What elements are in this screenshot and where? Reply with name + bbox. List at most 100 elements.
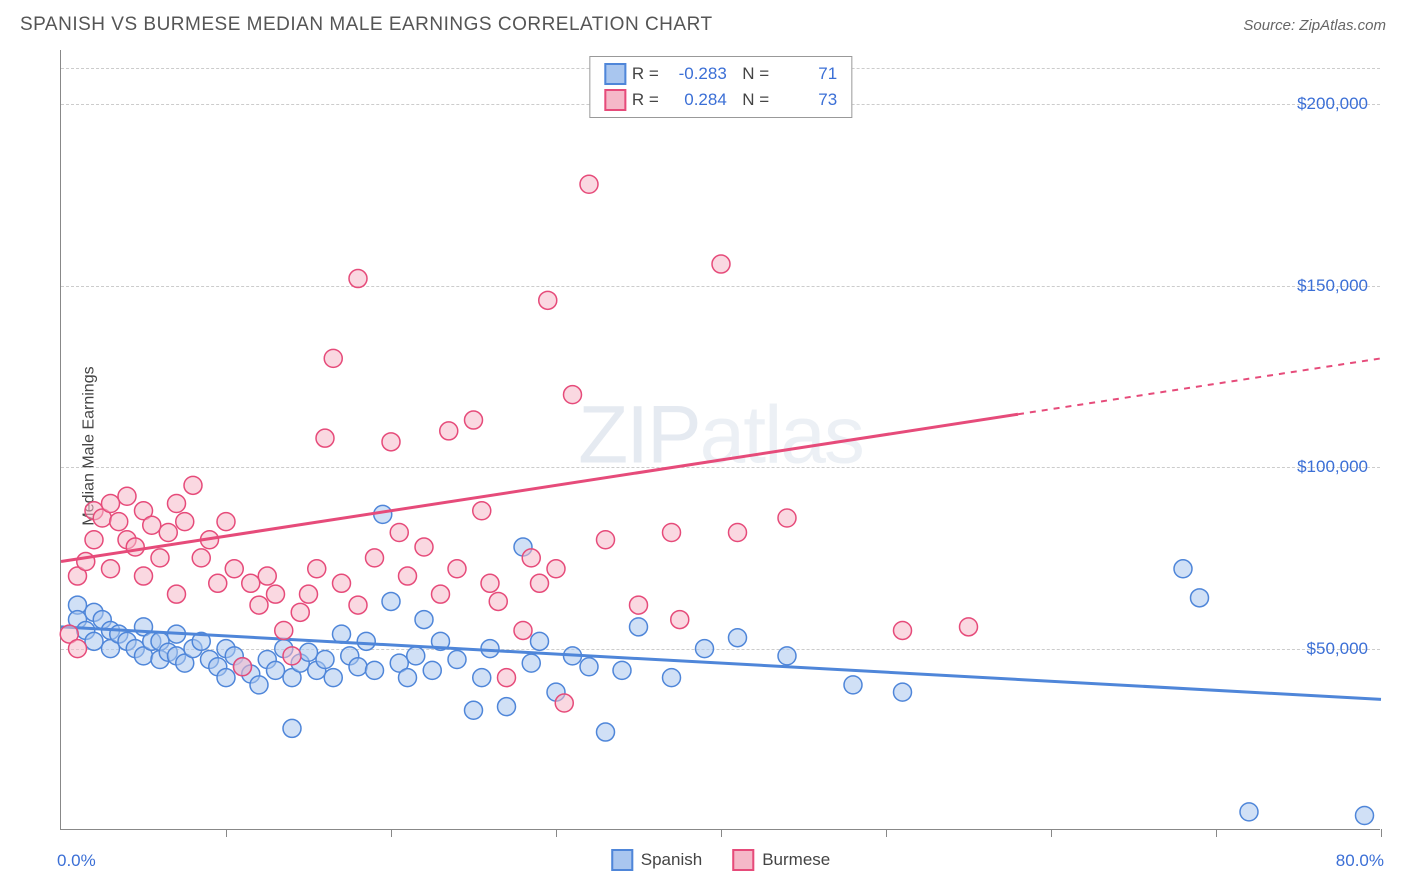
x-tick [1381, 829, 1382, 837]
x-tick [886, 829, 887, 837]
data-point [778, 509, 796, 527]
data-point [613, 661, 631, 679]
data-point [283, 719, 301, 737]
data-point [423, 661, 441, 679]
chart-header: SPANISH VS BURMESE MEDIAN MALE EARNINGS … [0, 0, 1406, 44]
data-point [522, 654, 540, 672]
data-point [118, 487, 136, 505]
data-point [440, 422, 458, 440]
data-point [844, 676, 862, 694]
data-point [283, 647, 301, 665]
data-point [184, 476, 202, 494]
data-point [85, 632, 103, 650]
chart-title: SPANISH VS BURMESE MEDIAN MALE EARNINGS … [20, 14, 713, 36]
legend-label-spanish: Spanish [641, 850, 702, 870]
data-point [349, 658, 367, 676]
data-point [242, 574, 260, 592]
source-name: ZipAtlas.com [1299, 17, 1386, 34]
data-point [316, 429, 334, 447]
data-point [168, 585, 186, 603]
data-point [729, 629, 747, 647]
scatter-chart [61, 50, 1380, 829]
legend-item-spanish: Spanish [611, 849, 702, 871]
data-point [382, 433, 400, 451]
n-value-burmese: 73 [775, 90, 837, 110]
data-point [267, 585, 285, 603]
swatch-spanish [611, 849, 633, 871]
data-point [225, 560, 243, 578]
data-point [778, 647, 796, 665]
data-point [366, 549, 384, 567]
r-label: R = [632, 64, 659, 84]
data-point [399, 567, 417, 585]
x-axis-max-label: 80.0% [1336, 851, 1384, 871]
x-tick [226, 829, 227, 837]
data-point [498, 669, 516, 687]
data-point [258, 567, 276, 585]
data-point [234, 658, 252, 676]
plot-area: ZIPatlas $50,000$100,000$150,000$200,000… [60, 50, 1380, 830]
data-point [514, 621, 532, 639]
data-point [135, 567, 153, 585]
data-point [102, 560, 120, 578]
data-point [481, 574, 499, 592]
data-point [399, 669, 417, 687]
x-tick [721, 829, 722, 837]
data-point [473, 669, 491, 687]
data-point [465, 411, 483, 429]
source-label: Source: [1243, 17, 1295, 34]
data-point [671, 611, 689, 629]
data-point [390, 524, 408, 542]
data-point [333, 574, 351, 592]
data-point [960, 618, 978, 636]
correlation-legend: R = -0.283 N = 71 R = 0.284 N = 73 [589, 56, 852, 118]
r-label: R = [632, 90, 659, 110]
data-point [1174, 560, 1192, 578]
data-point [85, 531, 103, 549]
data-point [159, 524, 177, 542]
data-point [696, 640, 714, 658]
data-point [597, 723, 615, 741]
data-point [291, 603, 309, 621]
data-point [712, 255, 730, 273]
r-value-burmese: 0.284 [665, 90, 727, 110]
data-point [531, 574, 549, 592]
data-point [407, 647, 425, 665]
data-point [102, 494, 120, 512]
data-point [415, 611, 433, 629]
data-point [349, 270, 367, 288]
data-point [663, 669, 681, 687]
series-legend: Spanish Burmese [611, 849, 830, 871]
swatch-spanish [604, 63, 626, 85]
data-point [448, 650, 466, 668]
data-point [267, 661, 285, 679]
legend-label-burmese: Burmese [762, 850, 830, 870]
swatch-burmese [604, 89, 626, 111]
data-point [539, 291, 557, 309]
n-label: N = [733, 90, 769, 110]
data-point [126, 538, 144, 556]
data-point [382, 592, 400, 610]
x-tick [1216, 829, 1217, 837]
data-point [489, 592, 507, 610]
trend-line-dashed [1018, 358, 1381, 414]
data-point [168, 494, 186, 512]
data-point [547, 560, 565, 578]
data-point [366, 661, 384, 679]
data-point [300, 643, 318, 661]
data-point [1356, 806, 1374, 824]
data-point [448, 560, 466, 578]
data-point [69, 640, 87, 658]
data-point [473, 502, 491, 520]
data-point [564, 386, 582, 404]
data-point [349, 596, 367, 614]
legend-item-burmese: Burmese [732, 849, 830, 871]
trend-line [61, 414, 1018, 561]
data-point [324, 669, 342, 687]
swatch-burmese [732, 849, 754, 871]
data-point [151, 549, 169, 567]
data-point [555, 694, 573, 712]
data-point [357, 632, 375, 650]
data-point [308, 560, 326, 578]
data-point [209, 574, 227, 592]
